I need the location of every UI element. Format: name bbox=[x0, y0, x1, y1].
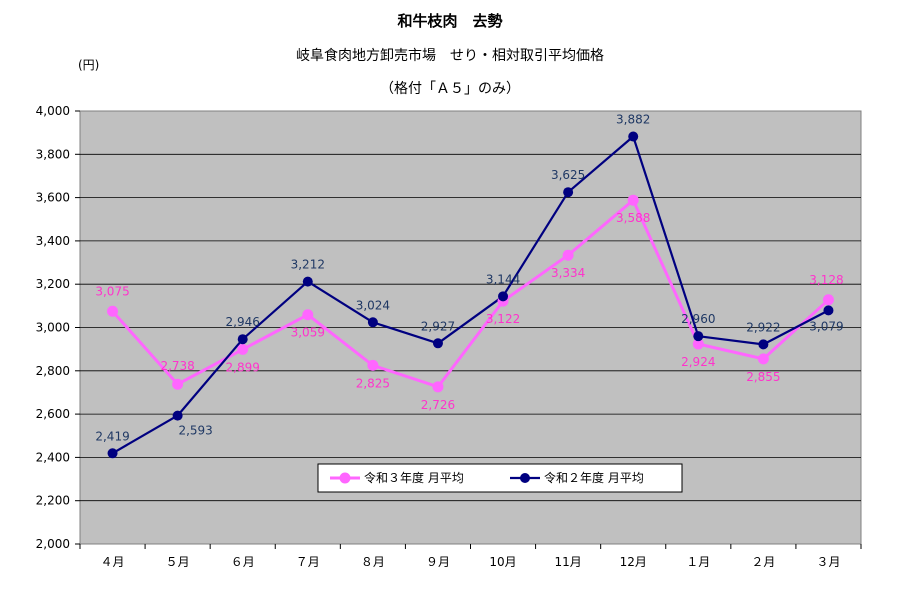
x-tick-label: 12月 bbox=[620, 555, 647, 569]
legend-marker-r3 bbox=[339, 472, 351, 484]
data-point-r2 bbox=[628, 131, 639, 142]
y-tick-label: 3,200 bbox=[36, 277, 70, 291]
data-label-r3: 3,075 bbox=[95, 284, 129, 298]
data-label-r3: 2,855 bbox=[746, 370, 780, 384]
data-label-r2: 2,593 bbox=[178, 424, 212, 438]
data-point-r3 bbox=[692, 338, 704, 350]
x-tick-label: ６月 bbox=[231, 555, 255, 569]
y-tick-label: 4,000 bbox=[36, 104, 70, 118]
x-tick-label: ３月 bbox=[816, 555, 840, 569]
x-tick-label: 10月 bbox=[489, 555, 516, 569]
data-label-r3: 3,059 bbox=[291, 326, 325, 340]
data-point-r2 bbox=[563, 187, 574, 198]
legend-marker-r2 bbox=[520, 473, 530, 483]
data-label-r2: 2,946 bbox=[226, 315, 260, 329]
data-point-r3 bbox=[172, 378, 184, 390]
data-point-r2 bbox=[432, 338, 443, 349]
data-label-r3: 2,825 bbox=[356, 376, 390, 390]
data-point-r3 bbox=[302, 309, 314, 321]
y-tick-label: 3,400 bbox=[36, 234, 70, 248]
y-axis-unit-label: (円) bbox=[78, 58, 100, 72]
legend-label-r3: 令和３年度 月平均 bbox=[364, 470, 464, 485]
data-point-r2 bbox=[237, 334, 248, 345]
data-point-r3 bbox=[432, 381, 444, 393]
data-label-r2: 2,960 bbox=[681, 312, 715, 326]
y-tick-label: 2,600 bbox=[36, 407, 70, 421]
data-label-r3: 2,899 bbox=[226, 360, 260, 374]
data-label-r2: 3,024 bbox=[356, 298, 390, 312]
data-label-r2: 2,922 bbox=[746, 320, 780, 334]
y-tick-label: 2,200 bbox=[36, 494, 70, 508]
data-label-r2: 2,419 bbox=[95, 429, 129, 443]
legend bbox=[317, 463, 683, 493]
data-label-r2: 3,212 bbox=[291, 258, 325, 272]
series-line-r2 bbox=[111, 135, 830, 455]
x-tick-label: ８月 bbox=[361, 555, 385, 569]
data-label-r2: 2,927 bbox=[421, 319, 455, 333]
data-point-r3 bbox=[822, 294, 834, 306]
x-tick-label: 11月 bbox=[554, 555, 581, 569]
data-point-r3 bbox=[367, 359, 379, 371]
data-label-r3: 2,726 bbox=[421, 398, 455, 412]
legend-label-r2: 令和２年度 月平均 bbox=[544, 470, 644, 485]
data-label-r3: 3,128 bbox=[809, 273, 843, 287]
data-label-r2: 3,625 bbox=[551, 168, 585, 182]
x-tick-label: ７月 bbox=[296, 555, 320, 569]
data-label-r2: 3,144 bbox=[486, 272, 520, 286]
y-tick-label: 3,000 bbox=[36, 321, 70, 335]
y-tick-label: 2,800 bbox=[36, 364, 70, 378]
data-label-r2: 3,079 bbox=[809, 319, 843, 333]
chart-subtitle: 岐阜食肉地方卸売市場 せり・相対取引平均価格 bbox=[296, 48, 604, 64]
y-tick-label: 3,800 bbox=[36, 147, 70, 161]
data-label-r3: 2,924 bbox=[681, 355, 715, 369]
data-point-r2 bbox=[823, 305, 834, 316]
data-point-r2 bbox=[107, 448, 118, 459]
data-point-r2 bbox=[172, 410, 183, 421]
data-point-r2 bbox=[367, 317, 378, 328]
data-point-r3 bbox=[107, 305, 119, 317]
y-tick-label: 2,400 bbox=[36, 450, 70, 464]
data-point-r2 bbox=[302, 276, 313, 287]
data-label-r3: 2,738 bbox=[160, 359, 194, 373]
x-tick-label: １月 bbox=[686, 555, 710, 569]
data-point-r2 bbox=[693, 331, 704, 342]
x-tick-label: ４月 bbox=[101, 555, 125, 569]
y-tick-label: 3,600 bbox=[36, 191, 70, 205]
chart-subtitle-grade: （格付「Ａ５」のみ） bbox=[380, 81, 520, 97]
x-tick-label: ２月 bbox=[751, 555, 775, 569]
data-point-r3 bbox=[757, 353, 769, 365]
series-line-r3 bbox=[111, 198, 830, 389]
data-point-r2 bbox=[498, 291, 509, 302]
data-label-r3: 3,588 bbox=[616, 211, 650, 225]
x-tick-label: ９月 bbox=[426, 555, 450, 569]
data-point-r2 bbox=[758, 339, 769, 350]
data-label-r3: 3,122 bbox=[486, 312, 520, 326]
x-tick-label: ５月 bbox=[166, 555, 190, 569]
data-label-r2: 3,882 bbox=[616, 113, 650, 127]
y-tick-label: 2,000 bbox=[36, 537, 70, 551]
data-label-r3: 3,334 bbox=[551, 266, 585, 280]
data-point-r3 bbox=[627, 194, 639, 206]
data-point-r3 bbox=[562, 249, 574, 261]
chart-title: 和牛枝肉 去勢 bbox=[397, 12, 503, 30]
data-point-r3 bbox=[237, 343, 249, 355]
